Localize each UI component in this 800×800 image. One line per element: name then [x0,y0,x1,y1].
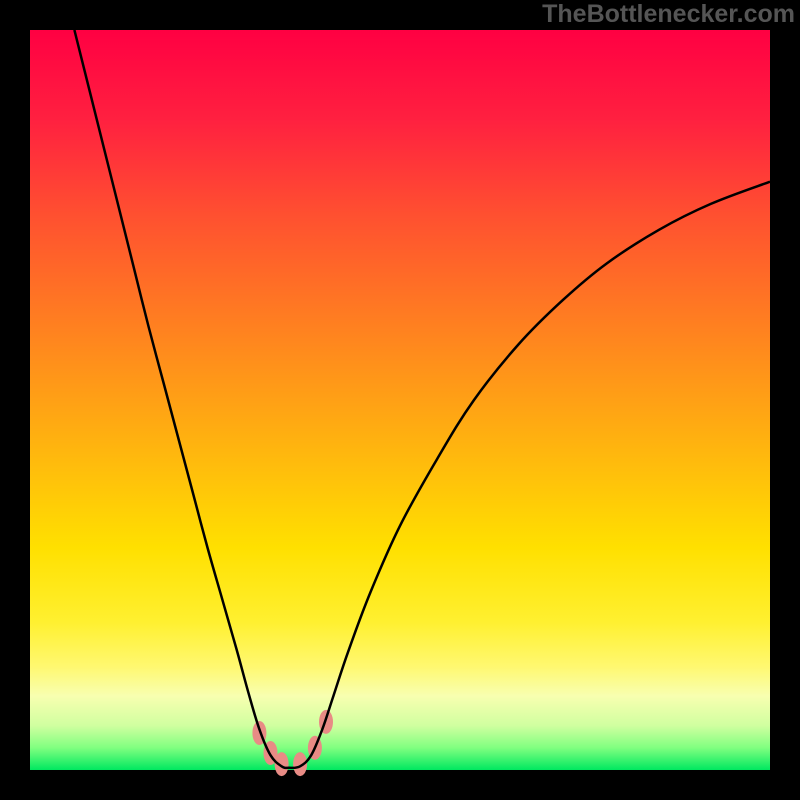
bottleneck-chart [0,0,800,800]
plot-gradient-area [30,30,770,770]
